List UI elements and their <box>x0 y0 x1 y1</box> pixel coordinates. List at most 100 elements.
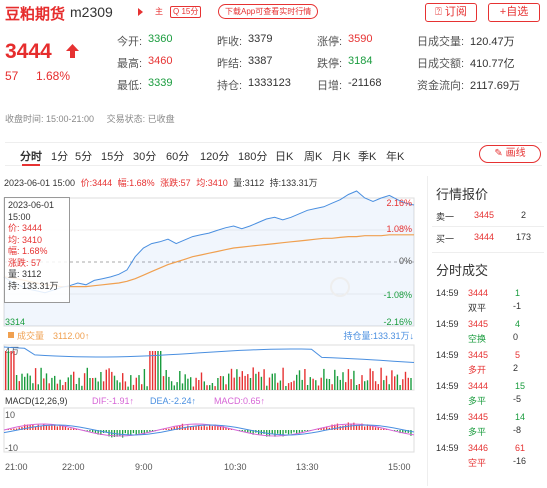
volume-bar <box>258 371 260 390</box>
trades-panel-title: 分时成交 <box>436 263 489 278</box>
download-app-pill[interactable]: 下载App可查看实时行情 <box>218 4 319 19</box>
volume-bar <box>339 379 341 390</box>
macd-bar <box>274 430 276 437</box>
quote-value: 3360 <box>148 33 173 45</box>
tooltip-amp: 幅: 1.68% <box>8 246 48 256</box>
macd-bar <box>187 425 189 430</box>
crosshair-tooltip: 2023-06-01 15:00 价: 3444 均: 3410 幅: 1.68… <box>4 197 70 303</box>
trade-price: 3445 <box>468 319 489 329</box>
tab-period[interactable]: 15分 <box>101 151 125 163</box>
tab-period[interactable]: 日K <box>275 151 294 163</box>
volume-bar <box>361 375 363 390</box>
volume-bar <box>309 377 311 390</box>
quote-label: 涨停: <box>317 36 343 48</box>
tab-period[interactable]: 5分 <box>75 151 93 163</box>
macd-bar <box>141 430 143 434</box>
volume-bar <box>62 385 64 390</box>
volume-bar <box>97 381 99 390</box>
volume-bar <box>301 379 303 390</box>
macd-bar <box>206 426 208 430</box>
tab-period[interactable]: 1分 <box>51 151 69 163</box>
macd-bar <box>203 425 205 430</box>
volume-bar <box>73 371 75 390</box>
quote-label: 资金流向: <box>417 80 465 92</box>
trade-price: 3444 <box>468 381 489 391</box>
macd-legend-dea: DEA:-2.24↑ <box>150 396 196 406</box>
volume-legend-value: 3112.00↑ <box>53 331 89 341</box>
tab-period[interactable]: 年K <box>386 151 405 163</box>
macd-bar <box>165 428 167 430</box>
tab-period[interactable]: 60分 <box>166 151 190 163</box>
add-watch-button[interactable]: +自选 <box>488 3 540 22</box>
volume-bar <box>51 377 53 390</box>
volume-bar <box>86 367 88 390</box>
volume-bar <box>296 374 298 390</box>
macd-bar <box>372 426 374 430</box>
tab-period[interactable]: 180分 <box>238 151 268 163</box>
volume-bar <box>353 370 355 390</box>
trade-oi-change: -8 <box>513 425 522 435</box>
volume-bar <box>92 378 94 390</box>
tab-period[interactable]: 30分 <box>133 151 157 163</box>
macd-bar <box>219 426 222 430</box>
avg-price-line <box>3 234 414 288</box>
trade-qty: 15 <box>515 381 526 391</box>
volume-bar <box>15 375 18 390</box>
volume-bar <box>249 378 252 390</box>
macd-bar <box>162 429 165 430</box>
volume-bar <box>168 376 170 390</box>
quote-value: 3460 <box>148 55 173 67</box>
macd-bar <box>119 430 121 436</box>
tab-period[interactable]: 周K <box>304 151 323 163</box>
volume-bar <box>328 379 331 390</box>
volume-bar <box>100 372 102 390</box>
macd-bar <box>195 426 197 430</box>
tooltip-time: 15:00 <box>8 211 31 222</box>
macd-bar <box>353 422 355 430</box>
macd-bar <box>43 424 45 430</box>
trade-type: 多开 <box>468 365 487 375</box>
draw-line-button[interactable]: ✎ 画线 <box>479 145 541 163</box>
trade-qty: 5 <box>515 350 521 360</box>
macd-bar <box>73 428 75 430</box>
volume-bar <box>282 367 284 390</box>
volume-bar <box>358 384 360 390</box>
volume-bar <box>59 379 61 390</box>
volume-bar <box>111 371 113 390</box>
volume-bar <box>203 381 205 390</box>
tab-period[interactable]: 季K <box>358 151 377 163</box>
tab-period[interactable]: 分时 <box>20 148 42 166</box>
volume-bar <box>350 379 352 390</box>
macd-bar <box>62 425 64 430</box>
volume-bar <box>138 375 140 390</box>
trade-oi-change: -5 <box>513 394 522 404</box>
macd-bar <box>410 430 412 436</box>
price-change-pct: 1.68% <box>36 69 71 83</box>
tab-period[interactable]: 120分 <box>200 151 230 163</box>
volume-bar <box>56 383 59 390</box>
volume-bar <box>222 376 224 390</box>
macd-bar <box>116 430 118 437</box>
play-icon[interactable] <box>138 8 143 16</box>
volume-bar <box>195 377 197 390</box>
x-tick-label: 13:30 <box>296 462 319 472</box>
info-date: 2023-06-01 15:00 <box>4 178 76 188</box>
macd-bar <box>198 425 200 430</box>
macd-bar <box>320 428 322 430</box>
quote-label: 最低: <box>117 80 143 92</box>
intraday-chart[interactable]: 2.16% 1.08% 0% -1.08% -2.16% 3314 成交量 3112.00↑ 持… <box>0 190 425 488</box>
volume-bar <box>187 378 189 390</box>
subscribe-button[interactable]: ⍰ 订阅 <box>425 3 477 22</box>
tooltip-hold: 持: 133.31万 <box>8 280 59 291</box>
quote-value: 3590 <box>348 33 373 45</box>
volume-bar <box>331 384 333 390</box>
macd-bar <box>355 424 358 430</box>
y-right-tick: 1.08% <box>386 224 412 234</box>
volume-bar <box>345 382 347 390</box>
trade-type: 双平 <box>468 303 487 313</box>
macd-bar <box>97 430 99 435</box>
tab-period[interactable]: 月K <box>332 151 351 163</box>
macd-bar <box>138 430 140 434</box>
price-area <box>4 191 414 326</box>
macd-bar <box>7 429 9 430</box>
